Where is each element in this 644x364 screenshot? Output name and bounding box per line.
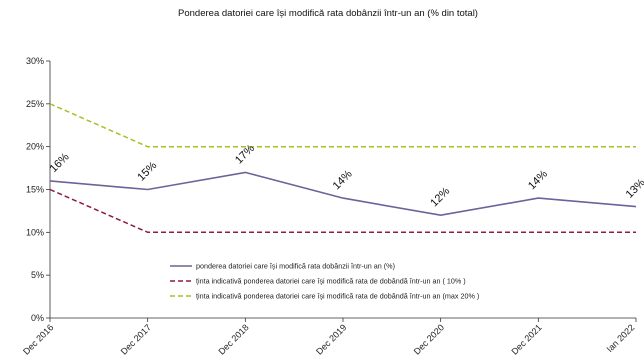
y-tick-label: 5%: [31, 270, 44, 280]
x-tick-label: Ian 2022: [605, 322, 637, 354]
y-tick-label: 20%: [26, 142, 44, 152]
x-tick-label: Dec 2018: [216, 322, 250, 356]
data-label: 13%: [624, 177, 644, 201]
x-tick-label: Dec 2016: [21, 322, 55, 356]
x-tick-label: Dec 2021: [509, 322, 543, 356]
y-tick-label: 30%: [26, 56, 44, 66]
series-line-1: [49, 171, 637, 217]
y-tick-label: 25%: [26, 99, 44, 109]
y-tick-label: 10%: [26, 227, 44, 237]
legend-label-2: ținta indicativă ponderea datoriei care …: [196, 277, 466, 286]
chart-title: Ponderea datoriei care își modifică rata…: [178, 8, 478, 19]
legend: ponderea datoriei care își modifică rata…: [170, 262, 479, 301]
data-label: 16%: [48, 151, 72, 175]
x-tick-label: Dec 2017: [119, 322, 153, 356]
data-label: 17%: [233, 142, 257, 166]
y-tick-label: 15%: [26, 185, 44, 195]
legend-label-3: ținta indicativă ponderea datoriei care …: [196, 292, 479, 301]
axes: 0% 5% 10% 15% 20% 25% 30% Dec 2016 Dec 2017 Dec 2…: [21, 56, 636, 357]
legend-label-1: ponderea datoriei care își modifică rata…: [196, 262, 395, 271]
series-line-2: [49, 188, 636, 234]
x-tick-label: Dec 2020: [412, 322, 446, 356]
series-layer: [49, 103, 637, 234]
data-label: 12%: [428, 185, 452, 209]
data-label: 14%: [331, 168, 355, 192]
x-tick-label: Dec 2019: [314, 322, 348, 356]
data-label: 14%: [526, 168, 550, 192]
y-tick-label: 0%: [31, 313, 44, 323]
series-line-3: [49, 103, 636, 148]
data-label: 15%: [135, 159, 159, 183]
